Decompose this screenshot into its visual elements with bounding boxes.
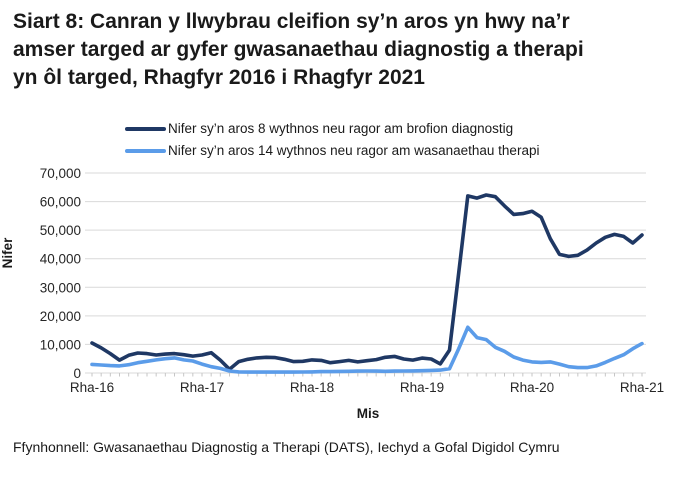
- legend-line-swatch-diagnostic: [125, 127, 166, 131]
- page-title: Siart 8: Canran y llwybrau cleifion sy’n…: [13, 8, 673, 92]
- x-axis-title: Mis: [356, 406, 380, 421]
- series-line-therapy: [90, 325, 644, 374]
- title-line-1: Siart 8: Canran y llwybrau cleifion sy’n…: [13, 10, 570, 33]
- x-tick-label: Rha-17: [180, 380, 224, 395]
- x-tick-label: Rha-21: [620, 380, 664, 395]
- y-tick-label: 50,000: [40, 223, 81, 238]
- x-tick-label: Rha-20: [510, 380, 554, 395]
- y-tick-label: 30,000: [40, 280, 81, 295]
- x-tick-label: Rha-18: [290, 380, 334, 395]
- legend-label-therapy: Nifer sy’n aros 14 wythnos neu ragor am …: [168, 143, 540, 158]
- y-tick-label: 60,000: [40, 195, 81, 210]
- legend-line-swatch-therapy: [125, 149, 166, 153]
- title-line-3: yn ôl targed, Rhagfyr 2016 i Rhagfyr 202…: [13, 66, 425, 89]
- y-tick-label: 10,000: [40, 337, 81, 352]
- series-line-diagnostic: [90, 193, 644, 372]
- y-tick-label: 0: [73, 366, 81, 381]
- legend-item-therapy: Nifer sy’n aros 14 wythnos neu ragor am …: [125, 143, 539, 159]
- x-tick-label: Rha-19: [400, 380, 444, 395]
- x-tick-label: Rha-16: [70, 380, 114, 395]
- y-tick-label: 20,000: [40, 309, 81, 324]
- source-note: Ffynhonnell: Gwasanaethau Diagnostig a T…: [13, 439, 560, 455]
- title-line-2: amser targed ar gyfer gwasanaethau diagn…: [13, 38, 584, 61]
- legend-label-diagnostic: Nifer sy’n aros 8 wythnos neu ragor am b…: [168, 121, 514, 136]
- y-axis-title: Nifer: [0, 237, 15, 269]
- legend-item-diagnostic: Nifer sy’n aros 8 wythnos neu ragor am b…: [125, 121, 513, 137]
- y-tick-label: 40,000: [40, 252, 81, 267]
- y-tick-label: 70,000: [40, 166, 81, 181]
